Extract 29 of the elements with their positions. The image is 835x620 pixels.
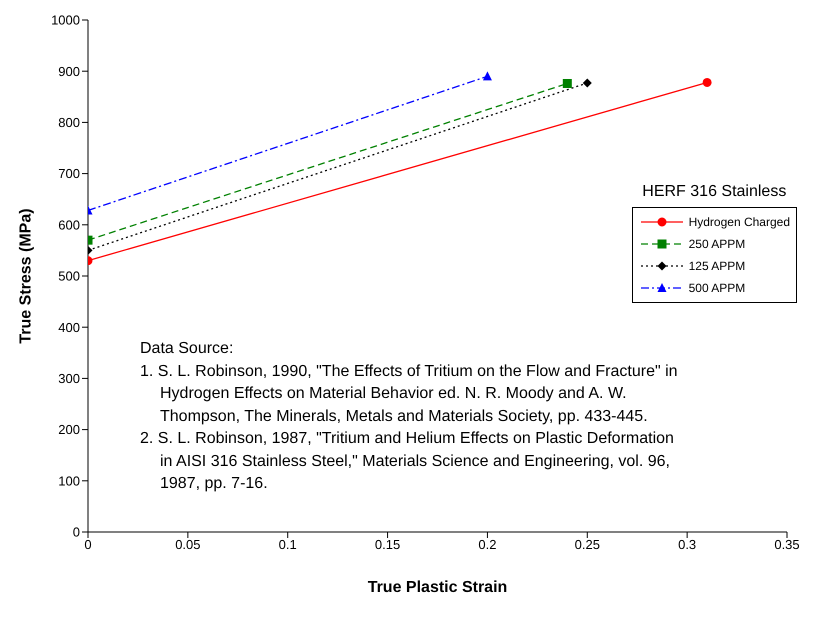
y-tick-label: 100	[58, 473, 80, 488]
y-tick-label: 1000	[51, 12, 80, 28]
y-tick-label: 700	[58, 166, 80, 182]
annotation: Data Source:	[140, 339, 234, 359]
legend-label: 500 APPM	[688, 281, 746, 295]
legend-label: 250 APPM	[688, 237, 746, 251]
x-tick-label: 0.3	[678, 537, 696, 552]
y-tick-label: 500	[58, 268, 80, 284]
x-tick-label: 0.1	[278, 537, 297, 552]
x-tick-label: 0.35	[774, 537, 800, 552]
y-tick-label: 0	[72, 524, 80, 540]
y-tick-label: 600	[58, 217, 80, 232]
y-tick-label: 300	[58, 371, 80, 386]
x-tick-label: 0.25	[574, 537, 600, 552]
x-axis-title: True Plastic Strain	[368, 579, 508, 596]
y-tick-label: 800	[58, 115, 80, 130]
x-tick-label: 0	[84, 537, 92, 552]
legend-title: HERF 316 Stainless	[641, 183, 788, 201]
legend-label: 125 APPM	[688, 259, 746, 273]
y-axis-title: True Stress (MPa)	[18, 208, 35, 344]
annotation: 2. S. L. Robinson, 1987, "Tritium and Helium Effects on Plastic Deformation in AISI 316 Stainless Steel," Materials Science and Engineering, vol. 96, 1987, pp. 7-16.	[140, 429, 675, 494]
y-tick-label: 900	[58, 64, 80, 79]
x-tick-label: 0.2	[478, 537, 496, 552]
x-tick-label: 0.15	[374, 537, 400, 552]
y-tick-label: 200	[58, 422, 80, 438]
y-tick-label: 400	[58, 320, 80, 335]
annotation: 1. S. L. Robinson, 1990, "The Effects of Tritium on the Flow and Fracture" in Hydrogen Effects on Material Behavior ed. N. R. Moody and A. W. Thompson, The Minerals, Metals and Materials Society, pp. 433-445.	[140, 362, 679, 426]
legend-label: Hydrogen Charged	[688, 215, 790, 229]
x-tick-label: 0.05	[175, 537, 201, 552]
